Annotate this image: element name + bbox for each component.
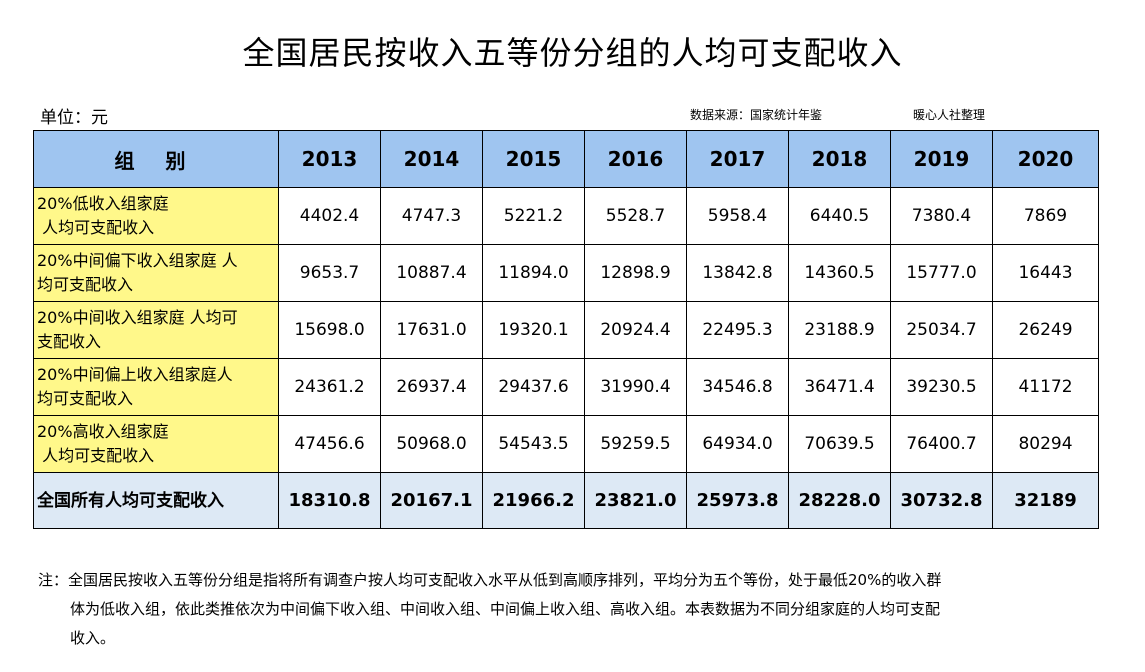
- table-cell: 26249: [992, 301, 1099, 359]
- table-cell: 80294: [992, 415, 1099, 473]
- row-label: 20%低收入组家庭 人均可支配收入: [33, 187, 279, 245]
- table-cell: 13842.8: [686, 244, 789, 302]
- table-cell: 5958.4: [686, 187, 789, 245]
- table-cell: 6440.5: [788, 187, 891, 245]
- year-header: 2020: [992, 130, 1099, 188]
- table-cell: 20924.4: [584, 301, 687, 359]
- year-header: 2013: [278, 130, 381, 188]
- table-header-row: 组 别 2013 2014 2015 2016 2017 2018 2019 2…: [33, 130, 1099, 188]
- row-label: 20%中间收入组家庭 人均可 支配收入: [33, 301, 279, 359]
- organizer-label: 暖心人社整理: [913, 108, 986, 122]
- total-cell: 25973.8: [686, 472, 789, 529]
- total-cell: 20167.1: [380, 472, 483, 529]
- table-cell: 39230.5: [890, 358, 993, 416]
- table-cell: 50968.0: [380, 415, 483, 473]
- table-cell: 34546.8: [686, 358, 789, 416]
- total-cell: 18310.8: [278, 472, 381, 529]
- table-cell: 47456.6: [278, 415, 381, 473]
- table-cell: 70639.5: [788, 415, 891, 473]
- row-label: 20%中间偏上收入组家庭人 均可支配收入: [33, 358, 279, 416]
- table-cell: 25034.7: [890, 301, 993, 359]
- year-header: 2018: [788, 130, 891, 188]
- footnote-line: 体为低收入组，依此类推依次为中间偏下收入组、中间收入组、中间偏上收入组、高收入组…: [70, 600, 941, 618]
- total-cell: 32189: [992, 472, 1099, 529]
- total-cell: 23821.0: [584, 472, 687, 529]
- table-cell: 17631.0: [380, 301, 483, 359]
- total-row: 全国所有人均可支配收入 18310.8 20167.1 21966.2 2382…: [33, 472, 1099, 529]
- table-cell: 7380.4: [890, 187, 993, 245]
- table-cell: 41172: [992, 358, 1099, 416]
- footnote-line: 注：全国居民按收入五等份分组是指将所有调查户按人均可支配收入水平从低到高顺序排列…: [38, 571, 942, 589]
- year-header: 2019: [890, 130, 993, 188]
- table-cell: 11894.0: [482, 244, 585, 302]
- table-cell: 15698.0: [278, 301, 381, 359]
- row-label: 20%高收入组家庭 人均可支配收入: [33, 415, 279, 473]
- table-cell: 76400.7: [890, 415, 993, 473]
- total-cell: 21966.2: [482, 472, 585, 529]
- table-row: 20%中间收入组家庭 人均可 支配收入 15698.0 17631.0 19320…: [33, 301, 1099, 359]
- page-title: 全国居民按收入五等份分组的人均可支配收入: [242, 34, 903, 72]
- table-cell: 26937.4: [380, 358, 483, 416]
- table-cell: 7869: [992, 187, 1099, 245]
- data-source: 数据来源：国家统计年鉴: [690, 108, 823, 122]
- footnote: 注：全国居民按收入五等份分组是指将所有调查户按人均可支配收入水平从低到高顺序排列…: [38, 566, 1008, 653]
- year-header: 2016: [584, 130, 687, 188]
- table-cell: 54543.5: [482, 415, 585, 473]
- table-row: 20%低收入组家庭 人均可支配收入 4402.4 4747.3 5221.2 5…: [33, 187, 1099, 245]
- table-cell: 29437.6: [482, 358, 585, 416]
- table-cell: 9653.7: [278, 244, 381, 302]
- table-cell: 4402.4: [278, 187, 381, 245]
- table-row: 20%高收入组家庭 人均可支配收入 47456.6 50968.0 54543.…: [33, 415, 1099, 473]
- total-cell: 30732.8: [890, 472, 993, 529]
- table-row: 20%中间偏上收入组家庭人 均可支配收入 24361.2 26937.4 2943…: [33, 358, 1099, 416]
- income-table: 组 别 2013 2014 2015 2016 2017 2018 2019 2…: [33, 130, 1099, 529]
- table-cell: 31990.4: [584, 358, 687, 416]
- table-cell: 5528.7: [584, 187, 687, 245]
- table-cell: 16443: [992, 244, 1099, 302]
- year-header: 2017: [686, 130, 789, 188]
- year-header: 2015: [482, 130, 585, 188]
- footnote-line: 收入。: [70, 629, 116, 647]
- table-cell: 14360.5: [788, 244, 891, 302]
- table-cell: 23188.9: [788, 301, 891, 359]
- total-cell: 28228.0: [788, 472, 891, 529]
- row-label: 20%中间偏下收入组家庭 人均可支配收入: [33, 244, 279, 302]
- table-cell: 4747.3: [380, 187, 483, 245]
- total-row-label: 全国所有人均可支配收入: [33, 472, 279, 529]
- table-row: 20%中间偏下收入组家庭 人均可支配收入 9653.7 10887.4 1189…: [33, 244, 1099, 302]
- table-cell: 19320.1: [482, 301, 585, 359]
- table-cell: 5221.2: [482, 187, 585, 245]
- table-cell: 36471.4: [788, 358, 891, 416]
- table-cell: 59259.5: [584, 415, 687, 473]
- table-cell: 15777.0: [890, 244, 993, 302]
- table-cell: 24361.2: [278, 358, 381, 416]
- group-column-header: 组 别: [33, 130, 279, 188]
- table-cell: 10887.4: [380, 244, 483, 302]
- unit-label: 单位：元: [40, 108, 108, 128]
- table-cell: 64934.0: [686, 415, 789, 473]
- year-header: 2014: [380, 130, 483, 188]
- table-cell: 12898.9: [584, 244, 687, 302]
- table-cell: 22495.3: [686, 301, 789, 359]
